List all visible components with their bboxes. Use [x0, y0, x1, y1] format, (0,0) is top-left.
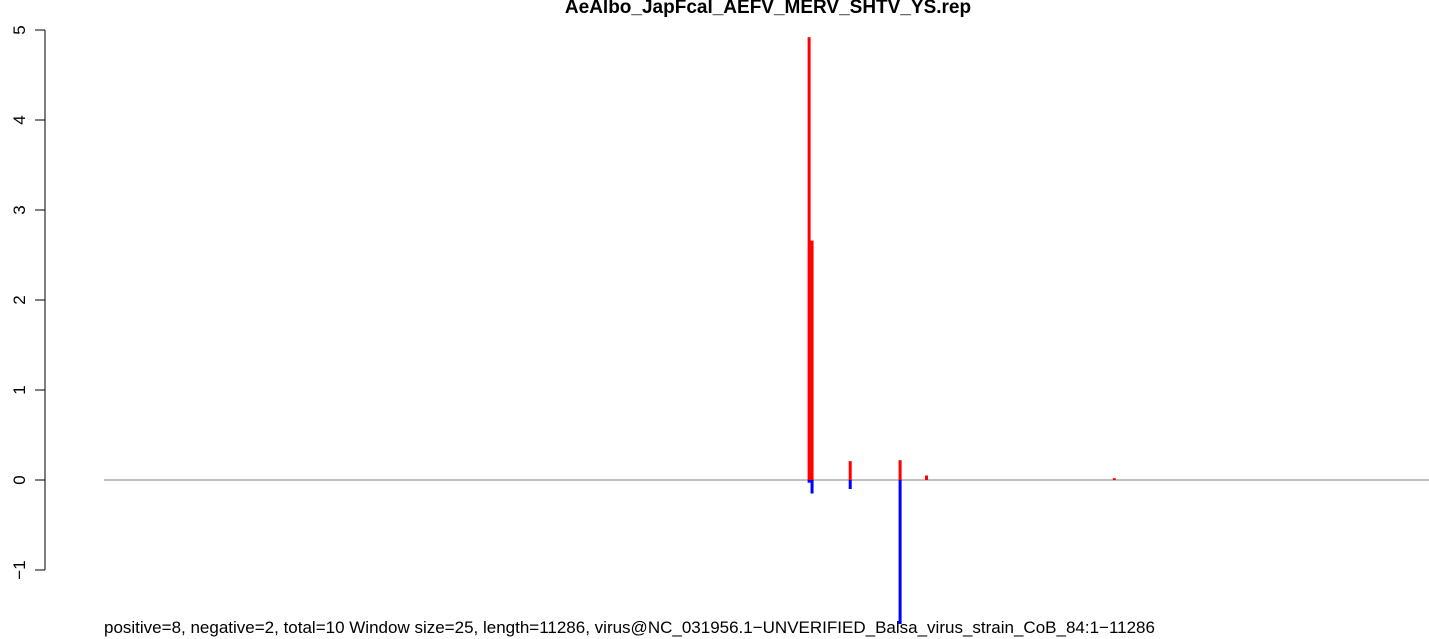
negative-bar [849, 480, 852, 489]
bars [808, 37, 1116, 624]
chart-title: AeAlbo_JapFcal_AEFV_MERV_SHTV_YS.rep [565, 0, 971, 18]
positive-bar [808, 37, 811, 480]
positive-bar [1113, 478, 1116, 480]
positive-bar [811, 241, 814, 480]
y-tick-label: −1 [10, 560, 29, 579]
y-tick-label: 5 [10, 25, 29, 34]
negative-bar [899, 480, 902, 624]
positive-bar [899, 460, 902, 480]
y-axis: −1 0 1 2 3 4 5 [10, 25, 45, 579]
y-tick-label: 4 [10, 115, 29, 124]
positive-bar [925, 476, 928, 481]
negative-bar [808, 480, 811, 483]
y-tick-label: 0 [10, 475, 29, 484]
y-tick-label: 1 [10, 385, 29, 394]
positive-bar [849, 461, 852, 480]
negative-bar [811, 480, 814, 494]
chart-caption: positive=8, negative=2, total=10 Window … [104, 618, 1155, 637]
y-tick-label: 2 [10, 295, 29, 304]
y-tick-label: 3 [10, 205, 29, 214]
